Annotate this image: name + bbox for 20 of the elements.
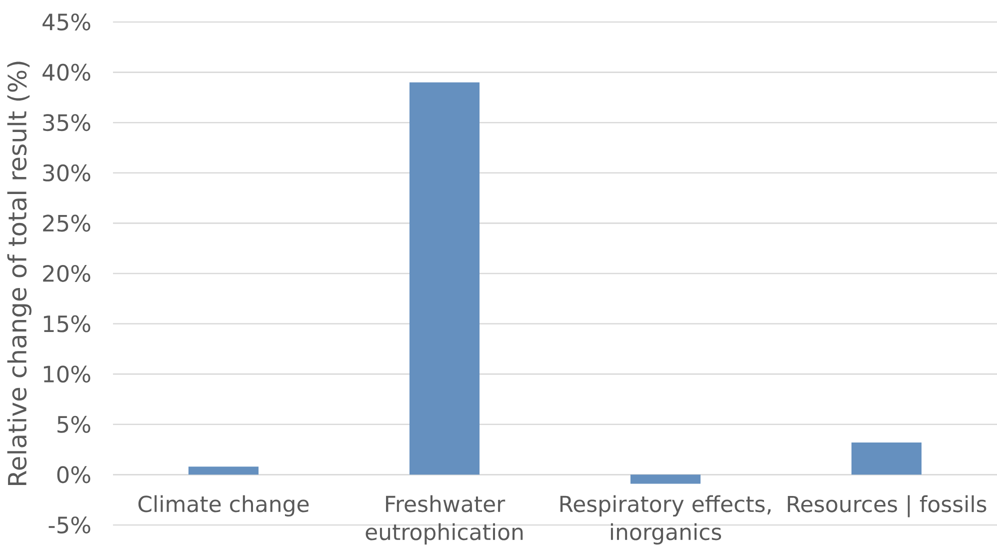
y-tick-label: 5% — [58, 416, 90, 433]
x-tick-label: Freshwater eutrophication — [366, 495, 523, 545]
y-tick-label: 0% — [57, 466, 90, 484]
y-tick-label: 25% — [43, 214, 90, 232]
bar — [188, 466, 259, 475]
bar — [409, 82, 480, 475]
y-tick-label: 35% — [43, 114, 90, 132]
y-tick-label: 20% — [43, 264, 90, 282]
x-tick-label: Resources | fossils — [788, 495, 986, 518]
bar — [851, 442, 922, 475]
y-tick-label: -5% — [48, 516, 90, 534]
bar — [630, 474, 701, 484]
x-tick-label: Respiratory effects, inorganics — [560, 495, 771, 545]
y-tick-label: 30% — [43, 164, 90, 182]
y-tick-label: 15% — [44, 315, 90, 332]
y-tick-label: 45% — [42, 13, 90, 30]
y-tick-label: 40% — [42, 64, 90, 81]
x-tick-label: Climate change — [138, 495, 309, 517]
y-axis-title: Relative change of total result (%) — [7, 62, 32, 485]
y-tick-label: 10% — [44, 366, 90, 383]
